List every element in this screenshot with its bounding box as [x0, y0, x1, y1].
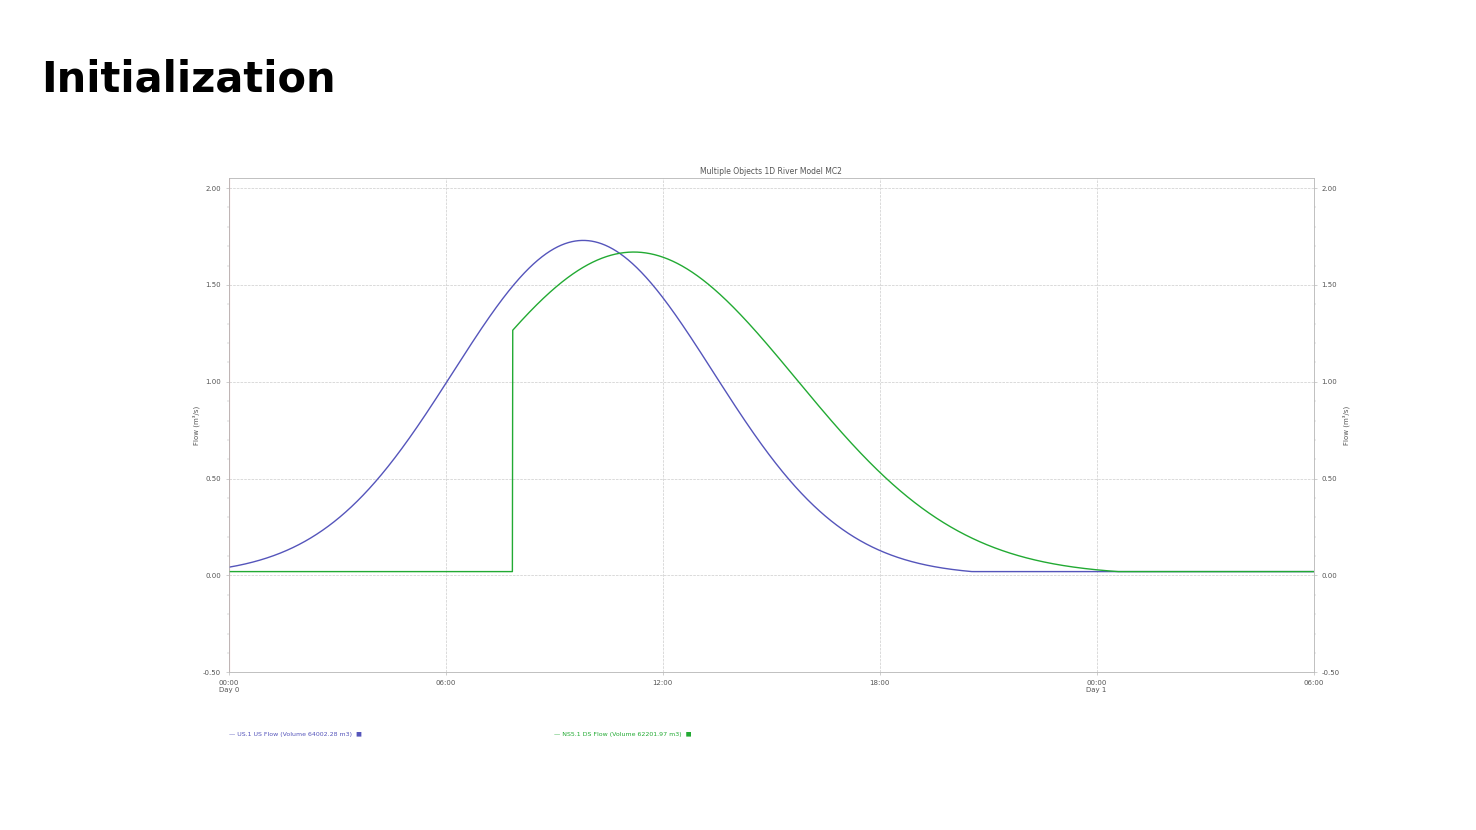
Y-axis label: Flow (m³/s): Flow (m³/s) [193, 406, 201, 445]
Title: Multiple Objects 1D River Model MC2: Multiple Objects 1D River Model MC2 [700, 168, 843, 176]
Text: — NS5.1 DS Flow (Volume 62201.97 m3)  ■: — NS5.1 DS Flow (Volume 62201.97 m3) ■ [554, 732, 691, 737]
Text: — US.1 US Flow (Volume 64002.28 m3)  ■: — US.1 US Flow (Volume 64002.28 m3) ■ [229, 732, 362, 737]
Y-axis label: Flow (m³/s): Flow (m³/s) [1342, 406, 1349, 445]
Text: Initialization: Initialization [41, 58, 337, 100]
